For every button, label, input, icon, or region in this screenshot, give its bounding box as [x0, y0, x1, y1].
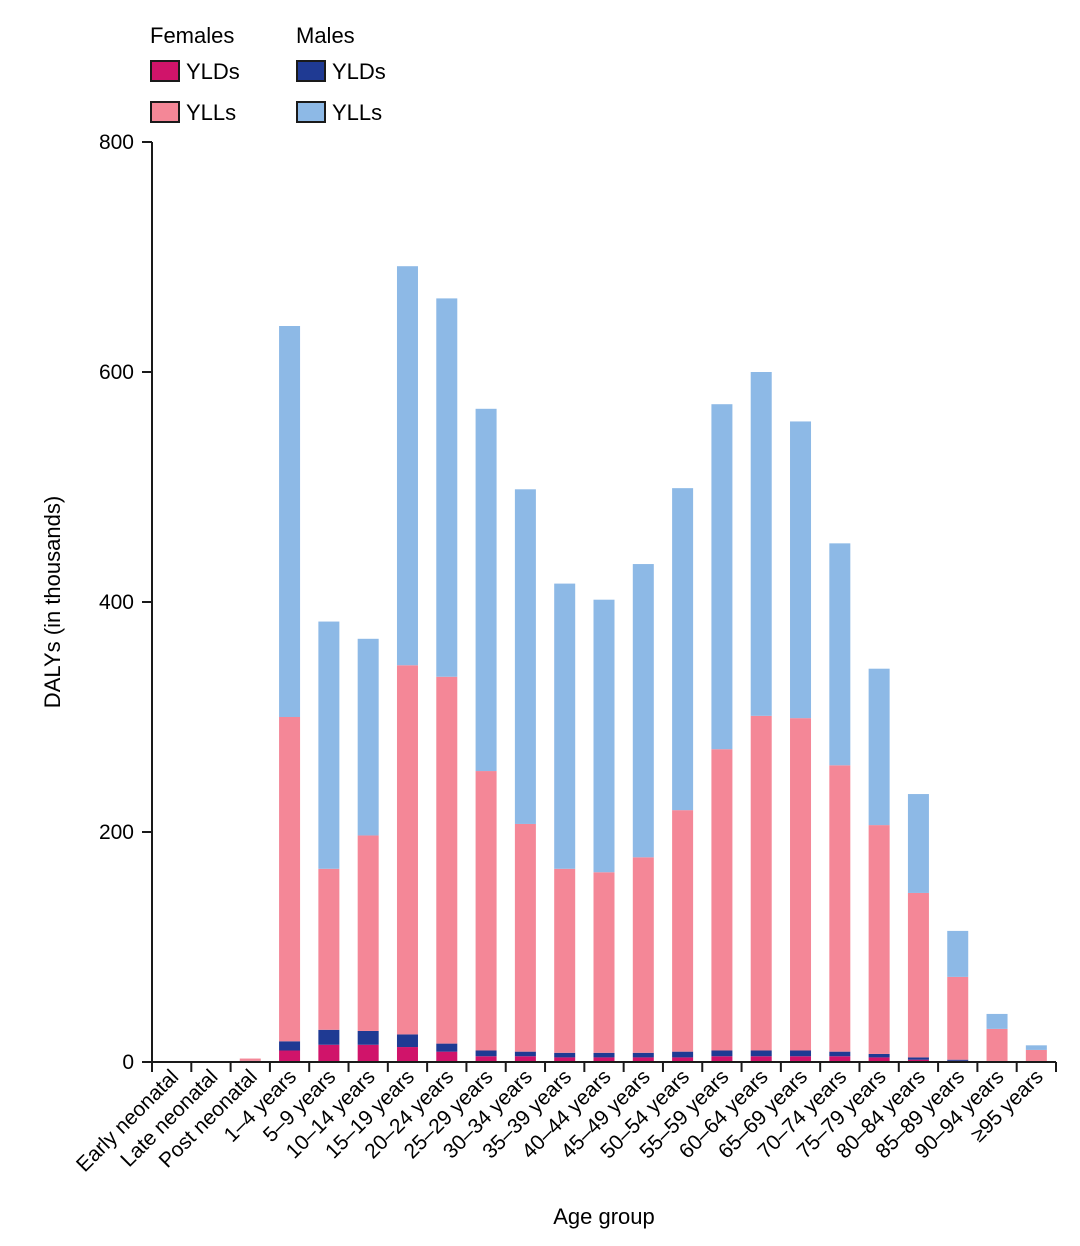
bar-segment — [750, 372, 772, 716]
bar-segment — [514, 1056, 536, 1062]
bar-segment — [711, 1056, 733, 1062]
legend-swatch — [150, 101, 180, 123]
bar-segment — [868, 668, 890, 826]
bar-segment — [790, 1056, 812, 1062]
bar-segment — [279, 1041, 301, 1051]
bar-segment — [829, 1051, 851, 1057]
bar-segment — [279, 1050, 301, 1062]
bar-segment — [672, 810, 694, 1052]
legend-label: YLDs — [186, 59, 240, 84]
x-axis-title: Age group — [553, 1204, 655, 1229]
bar-segment — [986, 1028, 1008, 1062]
legend-swatch — [296, 101, 326, 123]
y-tick-label: 200 — [99, 821, 134, 844]
bar-segment — [514, 1051, 536, 1057]
bar-segment — [868, 1053, 890, 1058]
bar-segment — [554, 1057, 576, 1062]
y-tick-label: 800 — [99, 131, 134, 154]
bar-segment — [947, 1059, 969, 1061]
bar-segment — [632, 857, 654, 1053]
bar-segment — [357, 835, 379, 1031]
bar-segment — [632, 1052, 654, 1058]
bar-segment — [396, 1034, 418, 1048]
bar-segment — [475, 1050, 497, 1057]
bar-segment — [554, 868, 576, 1053]
bar-segment — [436, 298, 458, 677]
bar-segment — [593, 599, 615, 873]
bar-segment — [868, 825, 890, 1054]
bar-segment — [711, 749, 733, 1051]
bar-segment — [436, 1051, 458, 1062]
bar-segment — [986, 1013, 1008, 1029]
bar-segment — [790, 1050, 812, 1057]
bar-segment — [396, 665, 418, 1035]
bar-segment — [475, 408, 497, 772]
bar-segment — [514, 823, 536, 1052]
bar-segment — [868, 1057, 890, 1062]
bar-segment — [790, 718, 812, 1051]
y-tick-label: 0 — [122, 1051, 134, 1074]
bar-segment — [593, 872, 615, 1053]
bar-segment — [672, 1057, 694, 1062]
bar-segment — [947, 976, 969, 1060]
bar-segment — [1025, 1049, 1047, 1062]
bar-segment — [672, 1051, 694, 1058]
bar-segment — [711, 1050, 733, 1057]
legend-label: YLDs — [332, 59, 386, 84]
legend-group-title: Males — [296, 23, 355, 48]
bar-segment — [907, 1059, 929, 1062]
bar-segment — [632, 564, 654, 858]
bar-segment — [593, 1052, 615, 1058]
bar-segment — [829, 765, 851, 1052]
legend-label: YLLs — [186, 100, 236, 125]
bar-segment — [318, 1029, 340, 1045]
legend: Females YLDs YLLs Males YLDs YLLs — [150, 23, 386, 125]
bars — [239, 266, 1047, 1063]
bar-segment — [907, 1057, 929, 1060]
y-axis-title: DALYs (in thousands) — [40, 496, 65, 708]
bar-segment — [750, 715, 772, 1051]
bar-segment — [672, 488, 694, 811]
bar-segment — [396, 1047, 418, 1062]
legend-label: YLLs — [332, 100, 382, 125]
bar-segment — [239, 1058, 261, 1061]
bar-segment — [279, 326, 301, 717]
bar-segment — [907, 794, 929, 893]
bar-segment — [750, 1056, 772, 1062]
bar-segment — [593, 1057, 615, 1062]
bar-segment — [632, 1057, 654, 1062]
bar-segment — [357, 1044, 379, 1062]
bar-segment — [711, 404, 733, 750]
bar-segment — [750, 1050, 772, 1057]
bar-segment — [514, 489, 536, 824]
bar-segment — [829, 1056, 851, 1062]
bar-segment — [1025, 1045, 1047, 1050]
bar-segment — [436, 676, 458, 1044]
legend-swatch — [296, 60, 326, 82]
bar-segment — [947, 930, 969, 977]
bar-segment — [554, 583, 576, 869]
bar-segment — [475, 771, 497, 1051]
bar-segment — [318, 1044, 340, 1062]
bar-segment — [318, 868, 340, 1030]
bar-segment — [436, 1043, 458, 1052]
bar-segment — [829, 543, 851, 766]
y-tick-label: 600 — [99, 361, 134, 384]
legend-swatch — [150, 60, 180, 82]
bar-segment — [279, 717, 301, 1042]
bar-segment — [907, 892, 929, 1058]
bar-segment — [318, 621, 340, 869]
bar-segment — [790, 421, 812, 719]
y-axis: 0 200 400 600 800 — [99, 131, 153, 1074]
y-tick-label: 400 — [99, 591, 134, 614]
bar-segment — [396, 266, 418, 666]
bar-segment — [357, 638, 379, 836]
bar-segment — [554, 1052, 576, 1058]
bar-segment — [357, 1030, 379, 1045]
legend-group-title: Females — [150, 23, 234, 48]
bar-segment — [475, 1056, 497, 1062]
